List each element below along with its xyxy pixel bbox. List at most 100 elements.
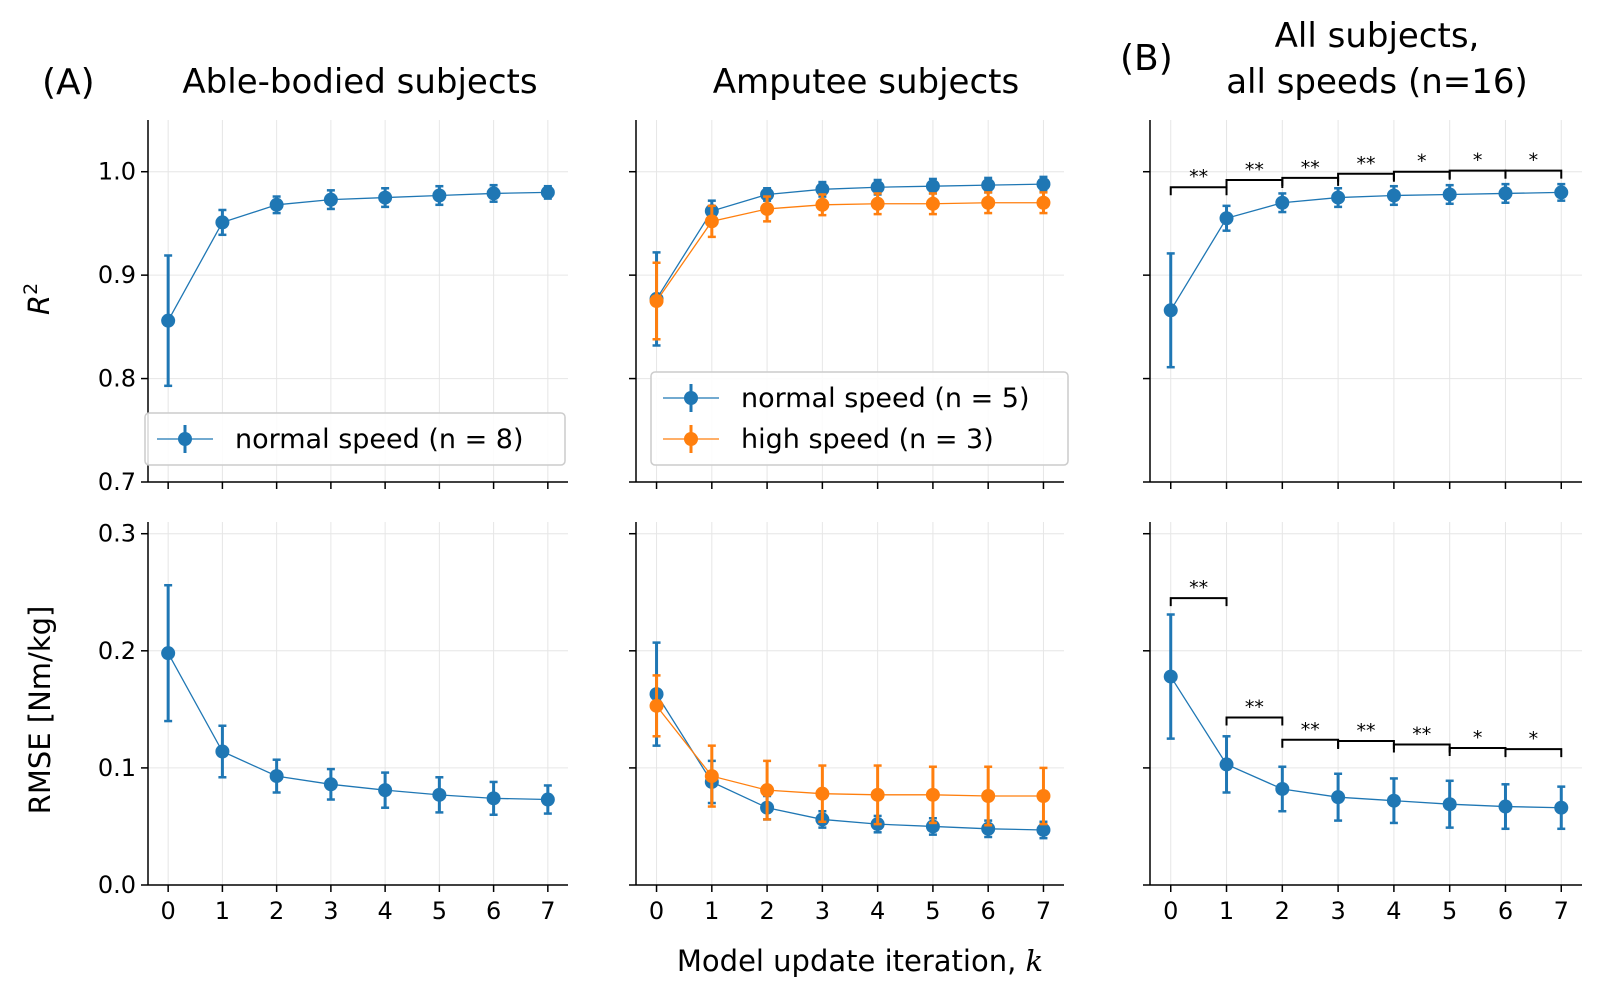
title-amputee: Amputee subjects bbox=[713, 62, 1019, 102]
data-point bbox=[925, 787, 940, 802]
x-tick-label: 4 bbox=[1386, 897, 1401, 925]
data-point bbox=[925, 179, 940, 194]
x-tick-label: 5 bbox=[925, 897, 940, 925]
data-point bbox=[649, 698, 664, 713]
significance-label: * bbox=[1529, 150, 1539, 172]
significance-label: ** bbox=[1301, 157, 1320, 179]
data-point bbox=[1036, 177, 1051, 192]
series-line bbox=[167, 652, 548, 801]
significance-bracket bbox=[1504, 748, 1563, 758]
significance-label: ** bbox=[1357, 720, 1376, 742]
data-point bbox=[1331, 790, 1346, 805]
y-tick-label: 1.0 bbox=[98, 158, 136, 186]
series-line bbox=[1170, 676, 1562, 809]
data-point bbox=[760, 783, 775, 798]
data-point bbox=[981, 178, 996, 193]
series-line bbox=[655, 693, 1044, 831]
significance-label: ** bbox=[1301, 719, 1320, 741]
x-tick-label: 3 bbox=[323, 897, 338, 925]
legend-marker bbox=[684, 432, 698, 446]
data-point bbox=[649, 294, 664, 308]
xlabel-text: Model update iteration, bbox=[677, 944, 1026, 978]
x-tick-label: 6 bbox=[1498, 897, 1513, 925]
legend-label: normal speed (n = 5) bbox=[741, 383, 1029, 414]
data-point bbox=[1498, 799, 1513, 814]
significance-label: * bbox=[1529, 728, 1539, 750]
significance-bracket bbox=[1392, 170, 1451, 180]
significance-label: ** bbox=[1245, 159, 1264, 181]
xlabel: Model update iteration, k bbox=[677, 944, 1043, 978]
data-point bbox=[378, 783, 393, 798]
significance-bracket bbox=[1225, 716, 1284, 726]
data-point bbox=[1163, 669, 1178, 684]
xlabel-variable: k bbox=[1026, 944, 1044, 978]
legend-r2_amputee: normal speed (n = 5) high speed (n = 3) bbox=[650, 371, 1069, 466]
data-point bbox=[323, 777, 338, 792]
y-tick-label: 0.0 bbox=[98, 871, 136, 899]
series-line bbox=[656, 202, 1044, 302]
data-point bbox=[269, 769, 284, 784]
data-point bbox=[540, 792, 555, 807]
data-point bbox=[870, 787, 885, 802]
ylabel-r2: R2 bbox=[20, 283, 56, 315]
data-point bbox=[1442, 187, 1457, 202]
x-tick-label: 0 bbox=[1163, 897, 1178, 925]
data-point bbox=[815, 786, 830, 801]
data-point bbox=[1275, 195, 1290, 210]
legend-label: normal speed (n = 8) bbox=[235, 424, 523, 455]
series-r2_amputee-1 bbox=[649, 191, 1051, 341]
series-rmse_all-0 bbox=[1163, 613, 1569, 831]
ylabel-rmse: RMSE [Nm/kg] bbox=[23, 606, 57, 815]
data-point bbox=[704, 769, 719, 784]
chart-rmse_all: 0 1 2 3 4 5 6 7****** ** ** * * bbox=[1143, 522, 1582, 925]
ylabel-r2-sup: 2 bbox=[20, 283, 42, 295]
data-point bbox=[1036, 195, 1051, 210]
data-point bbox=[760, 201, 775, 216]
y-tick-label: 0.7 bbox=[98, 468, 136, 496]
data-point bbox=[1163, 303, 1178, 318]
plot-area: 0.7 0.8 0.9 1.0 normal speed (n = 8) normal s… bbox=[98, 120, 1582, 925]
x-tick-label: 0 bbox=[161, 897, 176, 925]
series-r2_amputee-0 bbox=[649, 175, 1051, 347]
chart-r2_amputee: normal speed (n = 5) high speed (n = 3) bbox=[629, 120, 1069, 489]
significance-bracket bbox=[1337, 172, 1395, 182]
data-point bbox=[1036, 822, 1051, 837]
x-tick-label: 3 bbox=[1330, 897, 1345, 925]
x-tick-label: 1 bbox=[704, 897, 719, 925]
x-tick-label: 5 bbox=[432, 897, 447, 925]
data-point bbox=[1386, 188, 1401, 203]
x-tick-label: 7 bbox=[1554, 897, 1569, 925]
data-point bbox=[215, 215, 230, 230]
data-point bbox=[432, 188, 447, 203]
data-point bbox=[870, 180, 885, 195]
x-tick-label: 0 bbox=[649, 897, 664, 925]
significance-label: ** bbox=[1357, 153, 1376, 175]
series-rmse_amputee-0 bbox=[649, 641, 1051, 840]
x-tick-label: 3 bbox=[815, 897, 830, 925]
title-all-subjects-line1: All subjects, bbox=[1275, 16, 1480, 56]
x-tick-label: 6 bbox=[981, 897, 996, 925]
data-point bbox=[1554, 800, 1569, 815]
significance-bracket bbox=[1504, 169, 1563, 179]
series-line bbox=[1170, 191, 1562, 311]
significance-bracket bbox=[1169, 597, 1228, 607]
data-point bbox=[815, 182, 830, 197]
data-point bbox=[486, 791, 501, 806]
data-point bbox=[161, 646, 176, 661]
data-point bbox=[161, 313, 176, 328]
legend-marker bbox=[178, 432, 192, 446]
data-point bbox=[870, 196, 885, 211]
chart-r2_all: ** ** ** ** * * * bbox=[1143, 120, 1582, 489]
data-point bbox=[540, 185, 555, 200]
data-point bbox=[378, 190, 393, 205]
title-all-subjects-line2: all speeds (n=16) bbox=[1226, 62, 1528, 102]
data-point bbox=[432, 787, 447, 802]
series-rmse_able-0 bbox=[161, 583, 555, 816]
data-point bbox=[1386, 793, 1401, 808]
x-tick-label: 2 bbox=[759, 897, 774, 925]
significance-label: * bbox=[1473, 150, 1483, 172]
data-point bbox=[981, 195, 996, 210]
chart-rmse_amputee: 0 1 2 3 4 5 6 7 bbox=[629, 522, 1064, 925]
significance-bracket bbox=[1281, 738, 1340, 748]
x-tick-label: 6 bbox=[486, 897, 501, 925]
